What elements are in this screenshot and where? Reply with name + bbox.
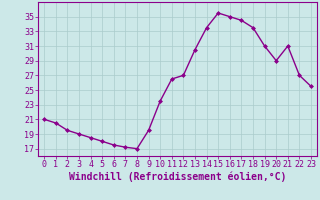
X-axis label: Windchill (Refroidissement éolien,°C): Windchill (Refroidissement éolien,°C)	[69, 172, 286, 182]
